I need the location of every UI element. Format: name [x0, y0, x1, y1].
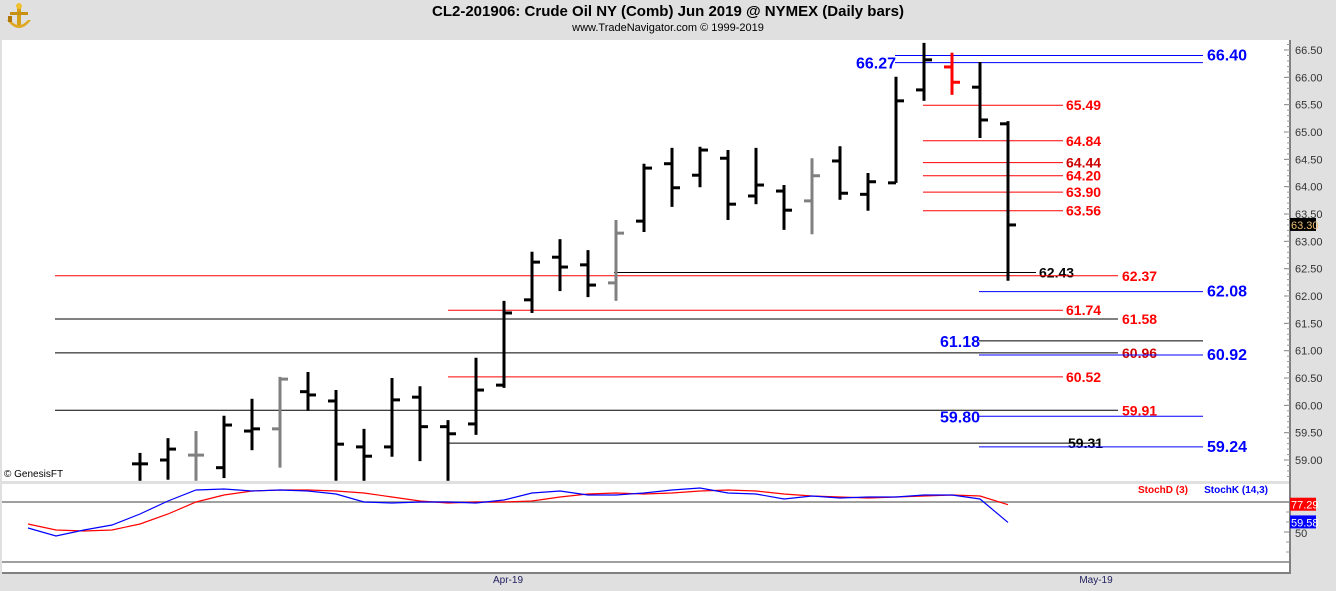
level-label: 66.27 [856, 56, 896, 73]
price-bar [608, 220, 624, 301]
stochastic-pane[interactable] [2, 484, 1290, 572]
level-label: 64.20 [1066, 168, 1101, 184]
price-bar [636, 163, 652, 233]
price-bar [804, 158, 820, 235]
price-bar [440, 420, 456, 481]
level-label: 66.40 [1207, 47, 1247, 64]
price-bar [132, 452, 148, 481]
price-bar [972, 62, 988, 139]
level-label: 62.08 [1207, 284, 1247, 301]
stochk-legend: StochK (14,3) [1204, 485, 1268, 496]
price-bar [496, 300, 512, 388]
level-label: 59.24 [1207, 439, 1247, 456]
stochk-value: 59.58 [1291, 517, 1319, 529]
copyright-label: © GenesisFT [4, 469, 63, 480]
level-label: 63.90 [1066, 184, 1101, 200]
y-tick-label: 66.00 [1295, 72, 1323, 84]
price-bar [776, 185, 792, 230]
price-bar [272, 376, 288, 468]
y-tick-label: 64.00 [1295, 182, 1323, 194]
price-pane[interactable] [2, 40, 1290, 481]
y-tick-label: 62.50 [1295, 264, 1323, 276]
price-bar [580, 250, 596, 298]
last-price-box [1290, 217, 1316, 231]
level-label: 62.37 [1122, 268, 1157, 284]
level-label: 64.84 [1066, 133, 1101, 149]
stoch-y-tick-label: 50 [1295, 528, 1307, 540]
price-bar [944, 52, 960, 95]
level-label: 59.31 [1068, 435, 1103, 451]
price-bar [748, 147, 764, 205]
level-label: 59.80 [940, 409, 980, 426]
y-tick-label: 60.00 [1295, 400, 1323, 412]
y-tick-label: 59.00 [1295, 455, 1323, 467]
level-label: 61.58 [1122, 311, 1157, 327]
level-label: 65.49 [1066, 97, 1101, 113]
level-label: 61.18 [940, 334, 980, 351]
x-tick-label: Apr-19 [493, 575, 523, 586]
price-bar [916, 42, 932, 101]
price-bar [1000, 121, 1016, 281]
stochd-line [27, 489, 1009, 532]
stochk-value-box [1290, 515, 1316, 529]
level-label: 59.91 [1122, 402, 1157, 418]
price-bar [832, 146, 848, 200]
price-bar [384, 378, 400, 457]
last-price-label: 63.30 [1291, 220, 1319, 232]
chart-subtitle: www.TradeNavigator.com © 1999-2019 [572, 22, 764, 34]
price-bar [216, 415, 232, 479]
stochd-value: 77.29 [1291, 500, 1319, 512]
y-tick-label: 66.50 [1295, 45, 1323, 57]
y-tick-label: 59.50 [1295, 428, 1323, 440]
price-bar [524, 251, 540, 313]
price-bar [328, 390, 344, 481]
y-tick-label: 65.50 [1295, 100, 1323, 112]
y-tick-label: 61.50 [1295, 318, 1323, 330]
x-tick-label: May-19 [1079, 575, 1113, 586]
y-tick-label: 64.50 [1295, 154, 1323, 166]
price-bar [720, 150, 736, 221]
gold-anchor-logo [4, 2, 34, 39]
price-bar [300, 372, 316, 411]
level-label: 61.74 [1066, 302, 1101, 318]
y-tick-label: 61.00 [1295, 346, 1323, 358]
level-label: 62.43 [1039, 265, 1074, 281]
stochd-legend: StochD (3) [1138, 485, 1188, 496]
level-label: 63.56 [1066, 203, 1101, 219]
y-tick-label: 62.00 [1295, 291, 1323, 303]
level-label: 64.44 [1066, 155, 1101, 171]
y-tick-label: 63.00 [1295, 236, 1323, 248]
price-bar [664, 147, 680, 207]
level-label: 60.52 [1066, 369, 1101, 385]
price-bar [552, 239, 568, 292]
y-tick-label: 60.50 [1295, 373, 1323, 385]
price-bar [356, 428, 372, 481]
stochd-value-box [1290, 497, 1316, 511]
y-tick-label: 65.00 [1295, 127, 1323, 139]
price-bar [244, 398, 260, 451]
chart-title: CL2-201906: Crude Oil NY (Comb) Jun 2019… [432, 3, 904, 20]
level-label: 60.96 [1122, 345, 1157, 361]
price-bar [468, 357, 484, 435]
level-label: 60.92 [1207, 347, 1247, 364]
price-bar [860, 173, 876, 211]
price-bar [888, 76, 904, 185]
price-bar [188, 431, 204, 481]
stochk-line [27, 487, 1009, 537]
price-bar [160, 438, 176, 480]
price-bar [412, 386, 428, 462]
price-bar [692, 146, 708, 188]
